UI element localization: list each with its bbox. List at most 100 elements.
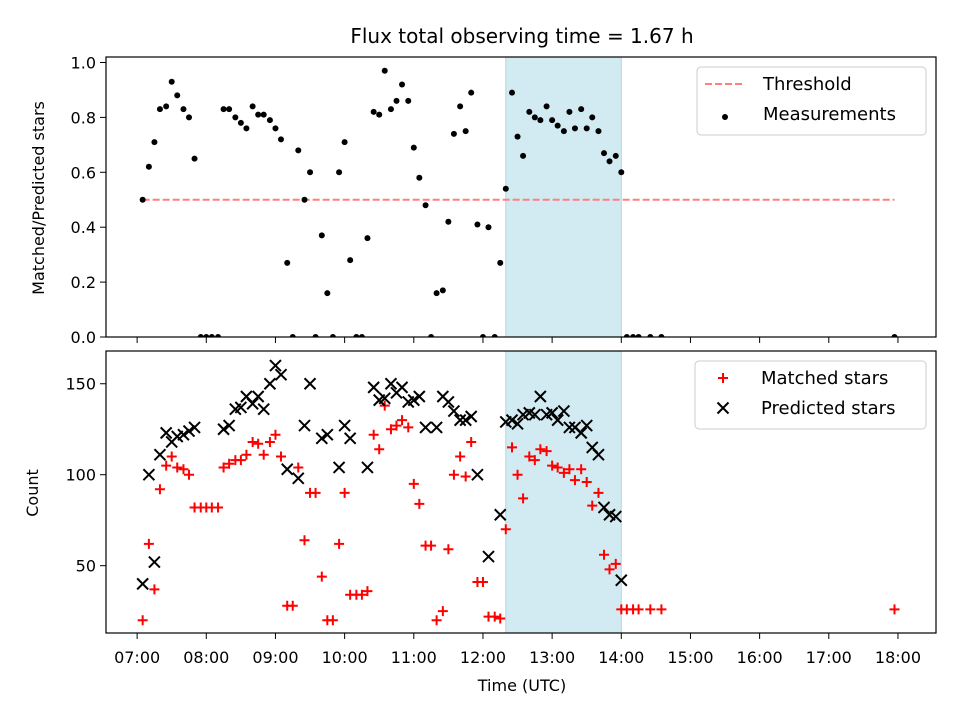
measurement-point xyxy=(635,334,642,337)
y-tick-label: 100 xyxy=(65,466,96,485)
legend-box xyxy=(694,360,927,430)
predicted-star-point xyxy=(303,377,317,390)
predicted-star-point xyxy=(136,577,149,591)
predicted-star-point xyxy=(292,472,305,485)
measurement-point xyxy=(543,103,550,110)
measurement-point xyxy=(410,144,417,151)
measurement-point xyxy=(537,117,544,124)
measurement-point xyxy=(301,196,308,203)
matched-star-point xyxy=(455,451,466,462)
x-tick-label: 15:00 xyxy=(667,648,713,667)
predicted-star-point xyxy=(419,421,432,434)
matched-star-point xyxy=(507,442,518,453)
matched-star-point xyxy=(633,604,644,615)
matched-star-point xyxy=(258,449,269,460)
matched-star-point xyxy=(172,462,183,473)
predicted-star-point xyxy=(430,421,443,434)
predicted-star-point xyxy=(263,377,277,390)
matched-star-point xyxy=(437,606,448,617)
axes-frame xyxy=(105,56,937,338)
measurement-point xyxy=(479,334,486,337)
matched-star-point xyxy=(166,451,177,462)
bottom-y-axis-label: Count xyxy=(23,469,42,517)
predicted-star-point xyxy=(246,397,259,410)
matched-star-point xyxy=(466,436,477,447)
matched-star-point xyxy=(374,444,385,455)
predicted-star-point xyxy=(459,413,472,427)
legend-matched-swatch xyxy=(718,373,728,383)
measurement-point xyxy=(491,334,498,337)
y-tick-label: 0.2 xyxy=(71,273,96,292)
predicted-star-point xyxy=(177,428,190,441)
predicted-star-point xyxy=(545,406,559,420)
matched-star-point xyxy=(154,484,165,495)
matched-star-point xyxy=(541,446,552,457)
predicted-star-point xyxy=(269,359,282,372)
measurement-point xyxy=(180,106,187,113)
matched-star-point xyxy=(339,487,350,498)
measurement-point xyxy=(601,150,607,157)
predicted-star-point xyxy=(557,404,571,418)
y-tick-label: 150 xyxy=(65,375,96,394)
predicted-star-point xyxy=(142,468,156,481)
predicted-star-point xyxy=(367,381,380,394)
measurement-point xyxy=(295,147,302,154)
measurement-point xyxy=(266,117,273,124)
measurement-point xyxy=(526,108,533,115)
measurement-point xyxy=(341,139,348,146)
predicted-star-point xyxy=(528,408,542,421)
measurement-point xyxy=(163,103,170,110)
predicted-star-point xyxy=(413,390,426,403)
measurement-point xyxy=(439,287,446,294)
measurement-point xyxy=(589,114,596,121)
x-axis: 07:00 08:00 09:00 10:00 11:00 12:00 13:00 14:00… xyxy=(114,648,921,667)
measurement-point xyxy=(347,257,354,264)
matched-star-point xyxy=(408,478,419,489)
matched-star-point xyxy=(448,469,459,480)
measurement-point xyxy=(387,106,394,113)
matched-star-point xyxy=(161,460,172,471)
matched-star-point xyxy=(512,469,523,480)
matched-star-point xyxy=(293,462,304,473)
matched-star-point xyxy=(247,436,258,447)
predicted-star-point xyxy=(222,419,236,432)
predicted-star-point xyxy=(361,461,374,474)
matched-star-point xyxy=(495,613,506,624)
measurement-point xyxy=(393,97,400,104)
matched-star-point xyxy=(149,584,160,595)
measurement-point xyxy=(445,218,452,225)
legend: Matched stars Predicted stars xyxy=(694,360,927,430)
predicted-star-point xyxy=(505,413,519,427)
matched-star-point xyxy=(477,577,488,588)
measurement-point xyxy=(623,334,630,337)
measurement-point xyxy=(255,111,262,118)
predicted-star-point xyxy=(281,463,294,476)
matched-star-point xyxy=(431,615,442,626)
matched-star-point xyxy=(426,540,437,551)
predicted-star-point xyxy=(153,448,167,461)
matched-star-point xyxy=(581,476,592,487)
measurement-point xyxy=(399,81,406,88)
measurement-point xyxy=(571,125,578,132)
predicted-star-point xyxy=(274,368,288,381)
measurement-point xyxy=(468,89,475,96)
measurement-point xyxy=(208,334,215,337)
predicted-star-point xyxy=(298,419,311,432)
measurement-point xyxy=(226,106,233,113)
matched-star-point xyxy=(385,424,396,435)
measurement-point xyxy=(156,106,163,113)
matched-star-point xyxy=(593,487,604,498)
predicted-star-point xyxy=(563,421,576,434)
predicted-star-point xyxy=(217,423,230,436)
measurement-point xyxy=(232,114,239,121)
matched-star-point xyxy=(529,455,540,466)
matched-star-point xyxy=(604,564,615,575)
measurement-point xyxy=(336,169,343,176)
top-panel: 0.0 0.2 0.4 0.6 0.8 1.0 Threshold Measurements xyxy=(71,53,937,347)
predicted-star-point xyxy=(574,426,588,440)
legend-box xyxy=(696,66,927,136)
matched-star-point xyxy=(564,464,575,475)
matched-star-point xyxy=(518,493,529,504)
x-tick-label: 08:00 xyxy=(183,648,229,667)
predicted-star-point xyxy=(188,421,201,434)
